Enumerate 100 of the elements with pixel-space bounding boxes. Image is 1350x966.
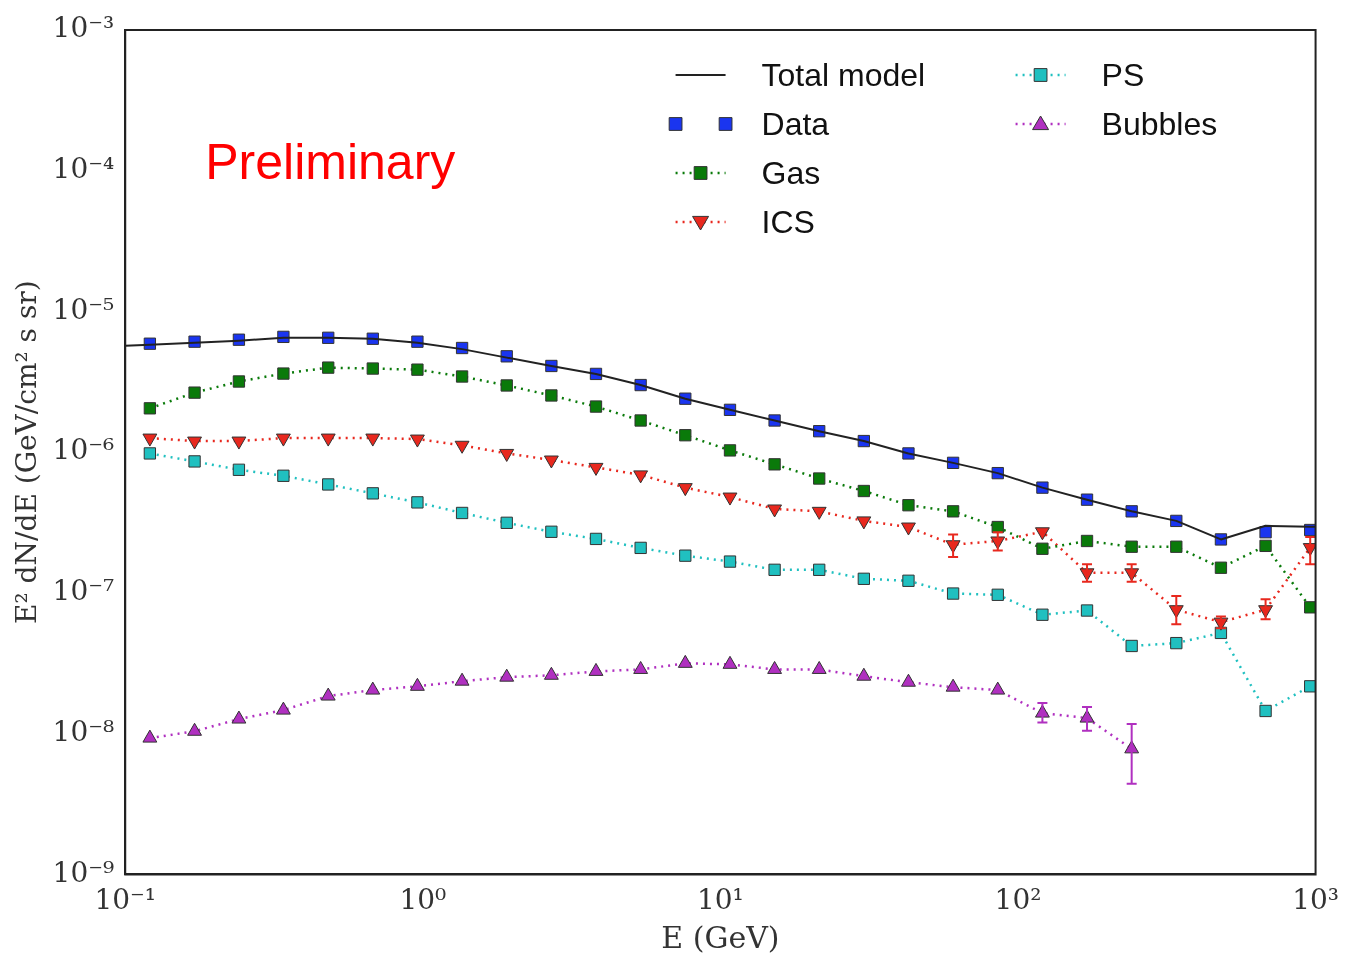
point	[679, 549, 692, 562]
point	[1170, 636, 1183, 650]
point	[543, 455, 559, 469]
point	[409, 434, 425, 448]
point	[1304, 601, 1316, 614]
point	[187, 436, 202, 450]
x-tick-label: 10¹	[696, 883, 744, 917]
legend-label: PS	[1101, 56, 1145, 93]
point	[1080, 604, 1094, 617]
x-axis-title: E (GeV)	[661, 919, 780, 955]
point	[322, 361, 335, 374]
y-tick-label: 10⁻³	[52, 11, 115, 45]
point	[857, 572, 870, 585]
legend-label: Gas	[761, 154, 821, 191]
point	[1170, 540, 1183, 553]
point	[277, 469, 290, 482]
point	[633, 660, 649, 674]
point	[1259, 539, 1272, 553]
point	[813, 563, 826, 576]
point	[143, 447, 157, 460]
legend-label: Total model	[761, 56, 926, 93]
point	[499, 448, 515, 462]
point	[187, 722, 202, 736]
point	[768, 458, 781, 471]
point	[409, 677, 425, 691]
point	[1125, 639, 1138, 653]
point	[856, 667, 872, 681]
point	[411, 363, 424, 376]
point	[1080, 534, 1094, 548]
legend-label: Data	[761, 105, 830, 142]
point	[1036, 608, 1049, 621]
point	[722, 655, 738, 669]
point	[454, 672, 470, 686]
point	[811, 660, 827, 674]
point	[1259, 526, 1272, 539]
point	[588, 462, 604, 476]
point	[455, 506, 469, 520]
point	[1125, 540, 1138, 553]
point	[991, 588, 1004, 601]
annotation: Preliminary	[205, 133, 456, 190]
point	[588, 662, 604, 676]
point	[320, 433, 336, 447]
y-tick-label: 10⁻⁴	[52, 152, 115, 186]
point	[901, 673, 916, 687]
point	[902, 574, 915, 587]
point	[543, 666, 559, 680]
legend-label: Bubbles	[1101, 105, 1218, 142]
point	[499, 668, 515, 682]
y-axis-title: E² dN/dE (GeV/cm² s sr)	[10, 280, 44, 624]
point	[768, 563, 781, 576]
point	[589, 532, 603, 546]
point	[454, 440, 470, 454]
point	[589, 400, 603, 413]
point	[857, 484, 870, 498]
point	[990, 681, 1006, 695]
point	[1259, 704, 1272, 718]
x-tick-label: 10⁰	[399, 883, 447, 917]
point	[1214, 561, 1228, 574]
y-tick-label: 10⁻⁵	[52, 292, 115, 326]
point	[500, 516, 513, 529]
point	[677, 654, 693, 668]
point	[1036, 542, 1049, 555]
point	[813, 472, 826, 485]
point	[946, 587, 960, 600]
point	[634, 414, 647, 427]
point	[365, 433, 381, 447]
point	[275, 433, 291, 447]
point	[231, 436, 247, 450]
point	[365, 681, 381, 695]
point	[366, 487, 379, 500]
point	[1304, 680, 1316, 693]
point	[142, 433, 158, 447]
legend-label: ICS	[761, 203, 815, 240]
point	[902, 499, 915, 512]
x-tick-label: 10³	[1292, 883, 1339, 917]
point	[811, 506, 827, 520]
y-tick-label: 10⁻⁶	[52, 433, 115, 467]
point	[232, 463, 246, 476]
point	[500, 379, 513, 392]
point	[232, 375, 246, 388]
x-tick-label: 10²	[994, 883, 1042, 917]
point	[366, 362, 379, 375]
point	[322, 478, 335, 491]
point	[723, 555, 737, 568]
point	[945, 678, 961, 692]
point	[277, 367, 290, 380]
point	[411, 496, 424, 509]
point	[231, 710, 247, 724]
y-tick-label: 10⁻⁷	[52, 574, 115, 608]
point	[946, 505, 960, 518]
point	[188, 455, 201, 468]
point	[723, 444, 737, 457]
point	[188, 386, 201, 399]
point	[455, 370, 469, 383]
y-tick-label: 10⁻⁸	[52, 714, 115, 748]
point	[545, 389, 558, 402]
point	[545, 525, 558, 538]
point	[679, 429, 692, 442]
point	[1124, 740, 1140, 754]
point	[143, 402, 157, 415]
